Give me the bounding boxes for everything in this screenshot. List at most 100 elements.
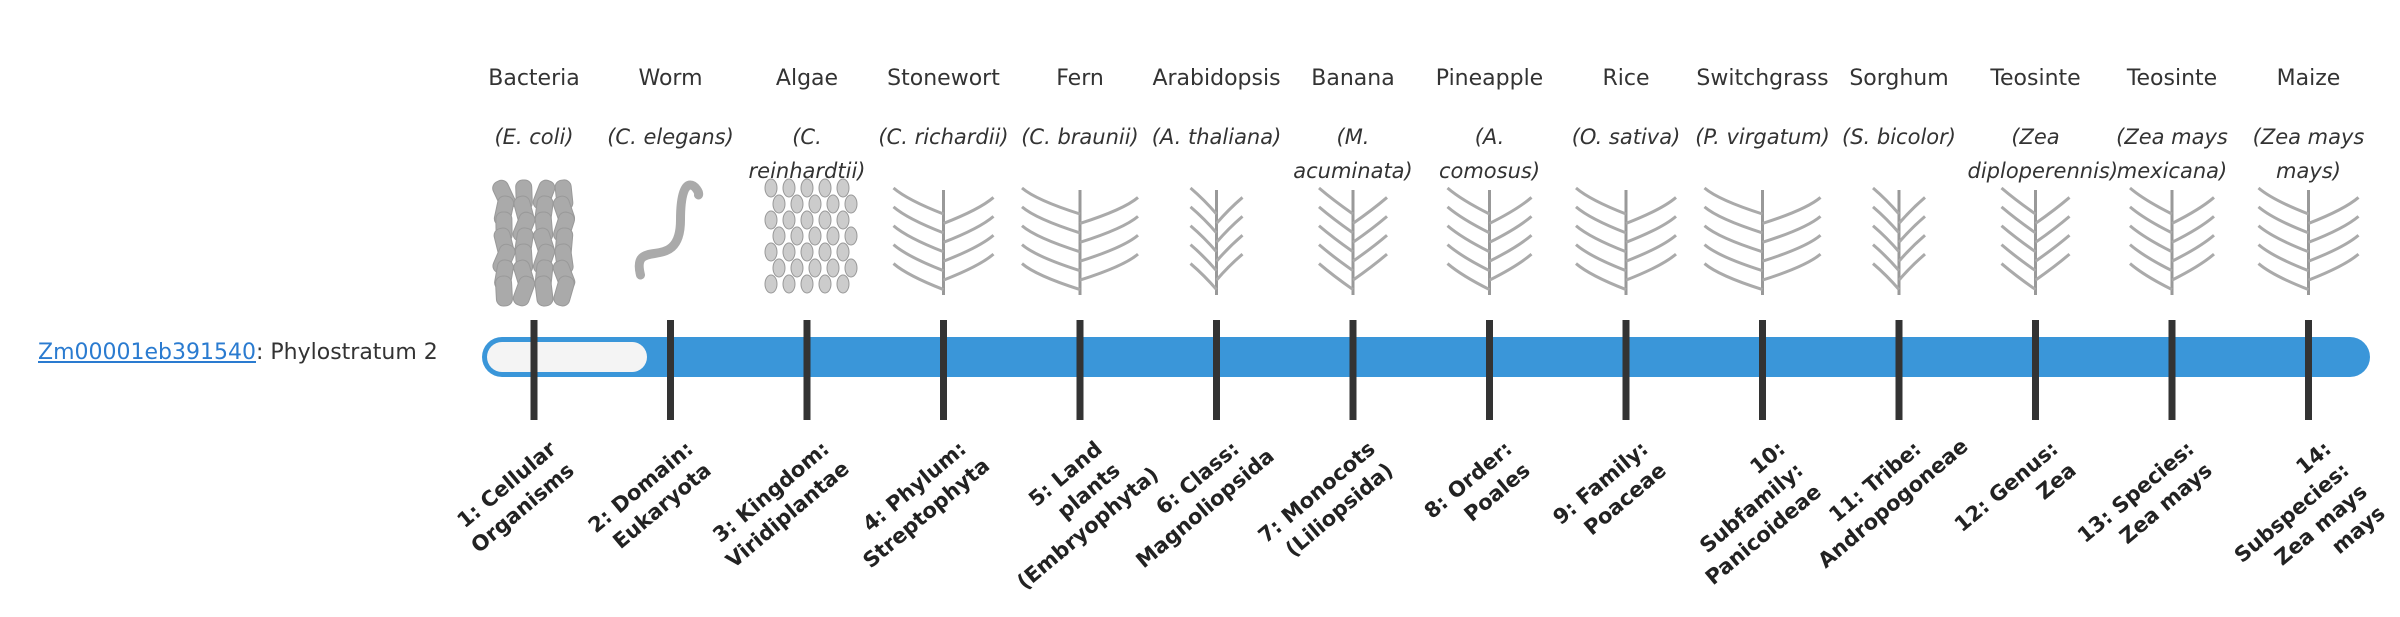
leaf bbox=[2129, 224, 2173, 254]
leaf bbox=[1625, 215, 1677, 244]
cell bbox=[836, 178, 850, 198]
cell bbox=[800, 210, 814, 230]
leaf bbox=[1318, 224, 1354, 254]
cell bbox=[808, 226, 822, 246]
organism-species: (C. elegans) bbox=[607, 125, 734, 149]
leaf bbox=[1352, 196, 1388, 225]
leaf bbox=[1079, 234, 1139, 263]
cell bbox=[826, 226, 840, 246]
organism-species: (C. reinhardtii) bbox=[748, 125, 866, 183]
leaf bbox=[1215, 252, 1244, 282]
leaf bbox=[1021, 262, 1081, 291]
gene-info: Zm00001eb391540: Phylostratum 2 bbox=[38, 340, 438, 365]
cell bbox=[782, 242, 796, 262]
cell bbox=[818, 274, 832, 294]
cell bbox=[818, 242, 832, 262]
leaf bbox=[892, 205, 945, 235]
cell bbox=[808, 258, 822, 278]
timeline-absent bbox=[487, 342, 647, 372]
rod bbox=[495, 275, 513, 307]
organism-image bbox=[634, 180, 704, 280]
cell bbox=[800, 274, 814, 294]
cell bbox=[844, 258, 858, 278]
cell bbox=[764, 210, 778, 230]
leaf bbox=[1872, 224, 1901, 253]
organism-species: (C. braunii) bbox=[1021, 125, 1139, 149]
organism-species: (S. bicolor) bbox=[1842, 125, 1956, 149]
leaf bbox=[1703, 243, 1763, 273]
organism-image bbox=[2000, 186, 2071, 295]
organism-image bbox=[1021, 186, 1139, 295]
leaf bbox=[942, 252, 995, 282]
leaf bbox=[1575, 224, 1627, 254]
leaf bbox=[2034, 215, 2071, 244]
leaf bbox=[1488, 252, 1533, 282]
leaf bbox=[2257, 186, 2310, 216]
cell bbox=[826, 194, 840, 214]
leaf bbox=[2307, 196, 2360, 225]
leaf bbox=[1703, 205, 1763, 235]
organism-name: Teosinte bbox=[1990, 66, 2081, 91]
leaf bbox=[2000, 205, 2037, 235]
organism-name: Algae bbox=[775, 66, 839, 91]
organism-image bbox=[892, 186, 995, 295]
leaf bbox=[892, 224, 945, 254]
leaf bbox=[1215, 215, 1244, 244]
leaf bbox=[1021, 186, 1081, 216]
organism-image bbox=[2129, 186, 2215, 295]
organism-name: Arabidopsis bbox=[1152, 66, 1281, 91]
leaf bbox=[1762, 252, 1822, 282]
leaf bbox=[1897, 215, 1926, 244]
organism-image bbox=[1703, 186, 1822, 295]
cell bbox=[772, 226, 786, 246]
leaf bbox=[1215, 196, 1244, 225]
cell bbox=[790, 226, 804, 246]
leaf bbox=[1318, 205, 1354, 235]
leaf bbox=[2034, 196, 2071, 225]
leaf bbox=[2129, 205, 2173, 235]
leaf bbox=[1703, 224, 1763, 254]
organism-name: Sorghum bbox=[1849, 66, 1949, 91]
organism-species: (O. sativa) bbox=[1571, 125, 1681, 149]
leaf bbox=[1575, 186, 1627, 216]
leaf bbox=[1575, 205, 1627, 235]
organism-species: (A. comosus) bbox=[1438, 125, 1541, 183]
leaf bbox=[1703, 262, 1763, 291]
leaf bbox=[1762, 196, 1822, 225]
cell bbox=[764, 274, 778, 294]
leaf bbox=[2257, 205, 2310, 235]
cell bbox=[790, 194, 804, 214]
cell bbox=[800, 242, 814, 262]
cell bbox=[844, 226, 858, 246]
leaf bbox=[1352, 252, 1388, 282]
organism-species: (A. thaliana) bbox=[1151, 125, 1282, 149]
leaf bbox=[1625, 234, 1677, 263]
leaf bbox=[1762, 234, 1822, 263]
leaf bbox=[1352, 234, 1388, 263]
leaf bbox=[1625, 252, 1677, 282]
leaf bbox=[1625, 196, 1677, 225]
leaf bbox=[1021, 205, 1081, 235]
cell bbox=[818, 210, 832, 230]
leaf bbox=[1079, 252, 1139, 282]
cell bbox=[790, 258, 804, 278]
leaf bbox=[1872, 243, 1901, 272]
organism-name: Pineapple bbox=[1435, 66, 1544, 91]
leaf bbox=[1318, 262, 1354, 291]
gene-link[interactable]: Zm00001eb391540 bbox=[38, 340, 256, 365]
organism-name: Rice bbox=[1602, 66, 1650, 91]
leaf bbox=[2171, 196, 2215, 225]
leaf bbox=[1762, 215, 1822, 244]
leaf bbox=[1215, 234, 1244, 263]
gene-label: : Phylostratum 2 bbox=[255, 340, 438, 365]
leaf bbox=[2307, 234, 2360, 263]
leaf bbox=[2307, 252, 2360, 282]
leaf bbox=[1872, 186, 1901, 215]
leaf bbox=[892, 186, 945, 216]
timeline bbox=[482, 178, 2370, 420]
organism-species: (C. richardii) bbox=[878, 125, 1009, 149]
organism-species: (E. coli) bbox=[494, 125, 574, 149]
leaf bbox=[2129, 186, 2173, 216]
cell bbox=[764, 178, 778, 198]
leaf bbox=[2034, 234, 2071, 263]
